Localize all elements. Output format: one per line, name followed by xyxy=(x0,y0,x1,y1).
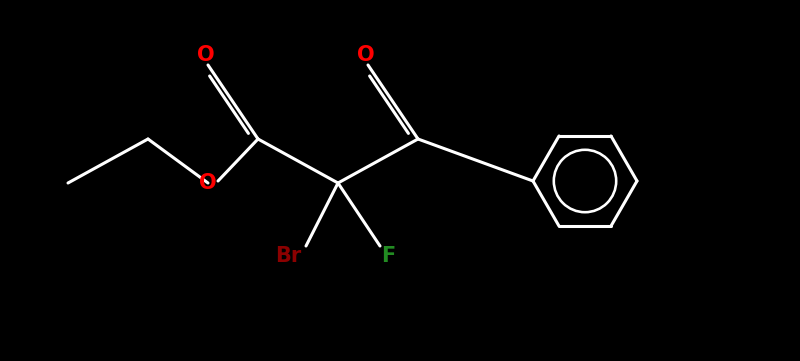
Text: Br: Br xyxy=(275,246,301,266)
Text: O: O xyxy=(199,173,217,193)
Text: O: O xyxy=(197,45,215,65)
Text: O: O xyxy=(357,45,375,65)
Text: F: F xyxy=(381,246,395,266)
